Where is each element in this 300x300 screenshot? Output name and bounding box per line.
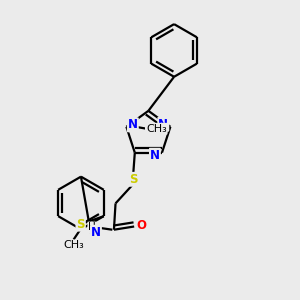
Text: S: S	[129, 173, 137, 186]
Text: O: O	[137, 219, 147, 232]
Text: N: N	[150, 149, 160, 162]
Text: N: N	[128, 118, 138, 131]
Text: CH₃: CH₃	[146, 124, 166, 134]
Text: N: N	[158, 118, 168, 131]
Text: CH₃: CH₃	[63, 240, 84, 250]
Text: S: S	[76, 218, 85, 231]
Text: H: H	[88, 223, 96, 232]
Text: N: N	[91, 226, 101, 239]
